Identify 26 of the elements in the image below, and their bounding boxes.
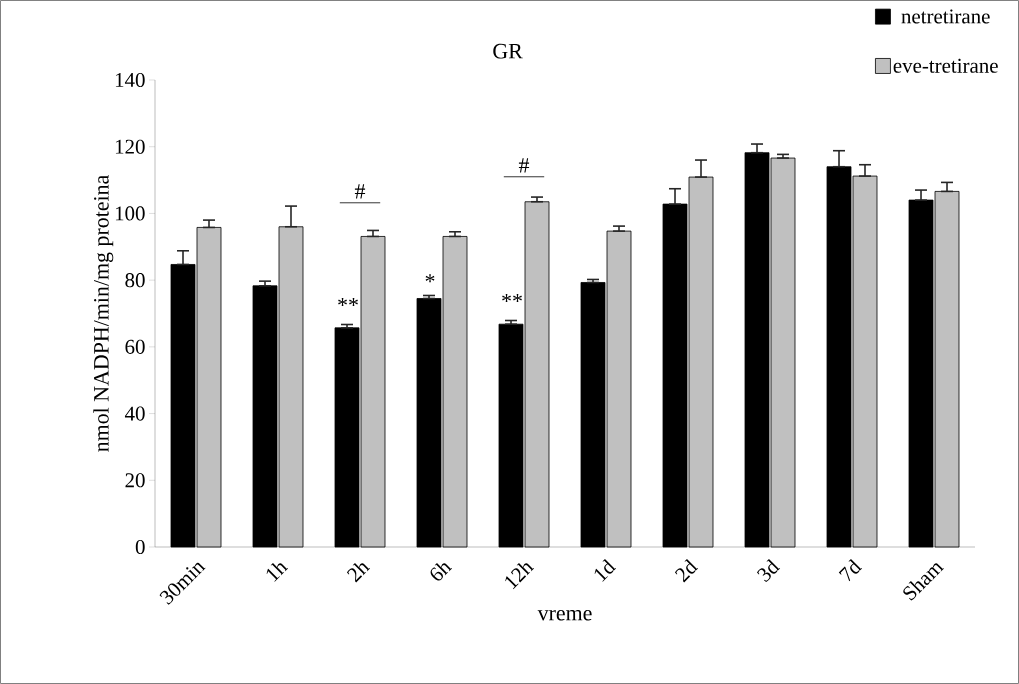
x-axis-title: vreme — [537, 609, 592, 621]
legend-label: eve-tretirane — [893, 58, 998, 73]
chart-title: GR — [493, 43, 523, 59]
y-tick-label: 60 — [125, 339, 145, 354]
x-tick-label: 2d — [674, 559, 699, 583]
x-tick-label: 6h — [430, 563, 453, 581]
y-tick-label: 40 — [124, 406, 145, 421]
annotation: ** — [502, 293, 522, 303]
y-axis-title: nmol NADPH/min/mg proteina — [93, 174, 114, 452]
annotation: # — [518, 158, 530, 173]
x-tick-label: 2h — [346, 563, 371, 583]
x-tick-label: 3d — [757, 559, 781, 583]
x-tick-label: 1h — [266, 563, 289, 582]
x-tick-label: 7d — [838, 559, 863, 582]
y-tick-label: 100 — [115, 206, 145, 221]
annotation: # — [354, 184, 366, 199]
x-tick-label: 12h — [505, 563, 535, 590]
y-tick-label: 80 — [125, 273, 145, 288]
y-tick-label: 120 — [115, 139, 145, 154]
y-tick-label: 20 — [125, 473, 145, 488]
y-tick-label: 0 — [135, 539, 145, 555]
x-tick-label: 1d — [594, 559, 617, 582]
y-tick-label: 140 — [115, 72, 145, 88]
annotation: ** — [338, 297, 358, 307]
legend-label: netretirane — [901, 9, 990, 24]
annotation: * — [425, 274, 435, 283]
